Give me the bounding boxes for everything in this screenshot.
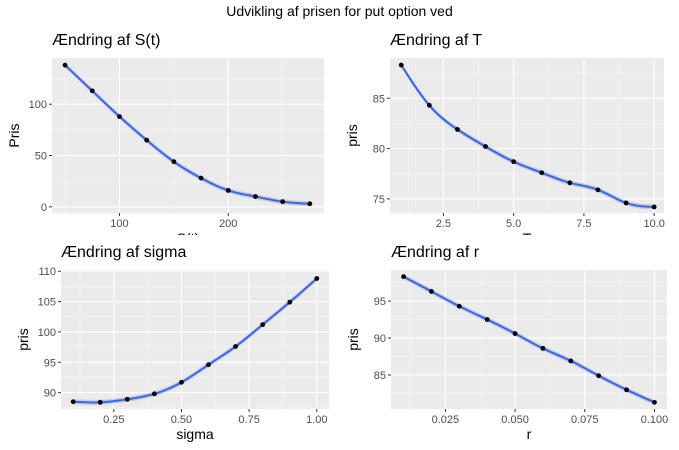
plot-panel [391,270,667,409]
data-point [652,399,657,405]
x-tick-label: 0.25 [103,414,124,426]
data-point [233,344,239,349]
y-tick-label: 75 [373,194,385,206]
data-point [280,199,286,205]
data-point [398,62,404,68]
data-point [596,373,602,379]
x-tick-label: 1.00 [306,414,327,426]
y-tick-label: 95 [374,296,386,308]
y-tick-label: 50 [35,151,47,163]
data-point [171,159,177,165]
data-point [456,303,462,309]
x-axis-label: T [523,230,532,235]
data-point [151,391,157,397]
smooth-line [73,277,318,404]
data-point [314,276,320,281]
panel-r: Ændring af r 0.025 0.050 0.075 0.100 85 90 95 r p… [345,244,669,442]
x-tick-label: 0.75 [238,414,259,426]
data-point [568,358,574,364]
smooth-line [400,64,655,208]
plot-panel [390,58,664,213]
x-axis-label: r [527,426,532,442]
plot-panel [52,58,324,213]
data-point [144,137,150,143]
data-point [539,170,545,176]
chart-title: Ændring af r [391,244,480,261]
data-point [70,399,76,405]
data-point [97,399,103,405]
x-tick-label: 100 [110,218,128,230]
data-point [253,194,258,199]
y-axis-label: pris [344,124,360,147]
y-axis-label: Pris [6,123,22,147]
data-point [206,362,211,368]
chart-title: Ændring af sigma [61,244,186,261]
data-point [117,114,122,119]
y-axis-label: pris [15,328,31,351]
chart-title: Ændring af S(t) [52,32,160,49]
data-point [426,102,432,108]
panel-t: Ændring af T 2.5 5.0 7.5 10.0 75 80 85 Tpris [344,32,665,235]
data-point [651,204,657,210]
y-axis-label: pris [345,328,361,351]
data-point [225,188,231,193]
x-axis-label: sigma [176,426,214,442]
smooth-line [64,64,310,205]
x-tick-label: 10.0 [643,218,664,230]
x-tick-label: 7.5 [576,218,591,230]
chart-title: Ændring af T [390,32,482,49]
y-tick-label: 105 [38,297,56,309]
data-point [62,62,68,68]
x-tick-label: 5.0 [506,218,521,230]
data-point [511,159,517,165]
y-tick-label: 95 [44,357,56,369]
y-tick-label: 0 [41,202,47,214]
data-point [595,187,601,193]
x-tick-label: 0.075 [571,414,599,426]
y-tick-label: 90 [374,333,386,345]
y-tick-label: 80 [373,144,385,156]
data-point [401,274,406,280]
data-point [198,175,204,181]
data-point [623,200,629,206]
x-axis-label: S(t) [177,230,200,235]
x-tick-label: 0.100 [641,414,669,426]
y-tick-label: 85 [374,370,386,382]
plot-panel [61,270,329,409]
data-point [179,379,184,385]
smooth-line [403,275,655,404]
data-point [429,289,434,294]
y-tick-label: 100 [29,99,47,111]
x-tick-label: 200 [219,218,237,230]
x-tick-label: 0.025 [432,414,460,426]
data-point [307,201,313,207]
data-point [287,299,293,305]
panel-st: Ændring af S(t) 100 200 0 50 100 S(t) Pris [6,32,324,235]
x-tick-label: 0.050 [501,414,529,426]
y-tick-label: 100 [38,327,56,339]
data-point [124,396,130,402]
data-point [540,345,546,351]
data-point [260,322,266,328]
x-tick-label: 0.50 [171,414,192,426]
y-tick-label: 85 [373,93,385,105]
data-point [567,180,573,186]
data-point [484,317,490,322]
data-point [512,331,518,336]
data-point [483,144,488,149]
y-tick-label: 110 [38,266,56,278]
x-tick-label: 2.5 [436,218,451,230]
data-point [624,387,629,393]
data-point [89,88,95,94]
panel-sigma: Ændring af sigma 0.25 0.50 0.75 1.00 90 95 100 1… [15,244,329,442]
figure-title: Udvikling af prisen for put option ved [226,3,453,19]
y-tick-label: 90 [44,388,56,400]
data-point [455,127,460,132]
